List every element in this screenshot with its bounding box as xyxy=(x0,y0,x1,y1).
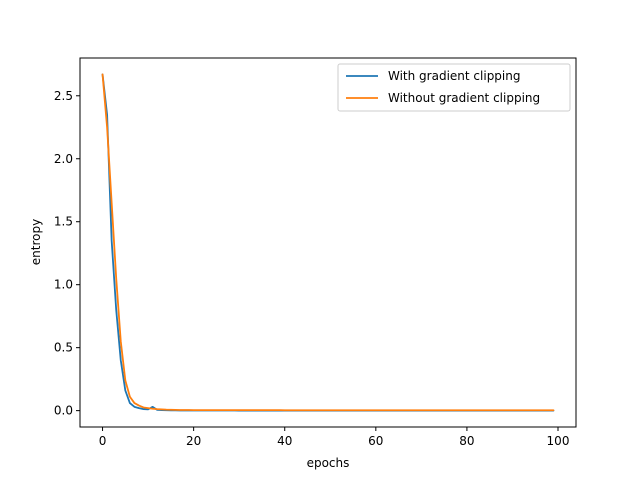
x-tick-label: 20 xyxy=(186,434,201,448)
y-tick-label: 2.0 xyxy=(54,152,73,166)
series-line-1 xyxy=(101,73,555,412)
axes-frame xyxy=(79,57,577,428)
legend-box xyxy=(337,63,571,112)
x-tick-label: 80 xyxy=(459,434,474,448)
legend-label-with-clipping: With gradient clipping xyxy=(388,69,520,83)
y-axis: 0.0 0.5 1.0 1.5 2.0 2.5 xyxy=(54,89,80,418)
series-group xyxy=(101,73,555,412)
y-tick-label: 0.0 xyxy=(54,404,73,418)
x-axis: 0 20 40 60 80 100 xyxy=(99,427,570,448)
x-tick-label: 60 xyxy=(368,434,383,448)
x-tick-label: 100 xyxy=(547,434,570,448)
x-tick-label: 0 xyxy=(99,434,107,448)
y-tick-label: 0.5 xyxy=(54,341,73,355)
y-tick-label: 1.5 xyxy=(54,215,73,229)
y-tick-label: 2.5 xyxy=(54,89,73,103)
legend: With gradient clipping Without gradient … xyxy=(337,63,571,112)
x-axis-label: epochs xyxy=(307,456,350,470)
y-tick-label: 1.0 xyxy=(54,278,73,292)
x-tick-label: 40 xyxy=(277,434,292,448)
legend-label-without-clipping: Without gradient clipping xyxy=(388,91,540,105)
y-axis-label: entropy xyxy=(29,219,43,265)
